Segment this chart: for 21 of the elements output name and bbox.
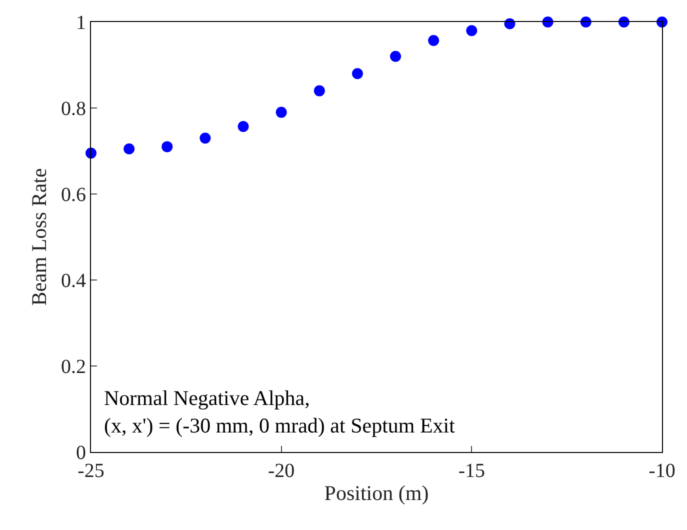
y-tick-label: 1 [76, 12, 86, 34]
x-tick-label: -10 [648, 460, 676, 482]
point [162, 141, 173, 152]
point [200, 132, 211, 144]
point [428, 34, 440, 46]
point [124, 143, 135, 154]
x-axis-title: Position (m) [324, 481, 429, 506]
point [314, 85, 325, 96]
y-axis-title: Beam Loss Rate [27, 168, 52, 306]
point [276, 106, 287, 118]
x-tick-label: -20 [268, 460, 295, 482]
x-tick-label: -15 [458, 460, 486, 482]
point [466, 25, 478, 36]
point [238, 120, 249, 132]
point [390, 50, 402, 62]
y-tick-label: 0.8 [61, 98, 86, 120]
y-tick-label: 0.6 [61, 184, 86, 206]
y-tick-label: 0.2 [61, 356, 86, 378]
y-tick-label: 0.4 [61, 270, 86, 292]
point [352, 68, 363, 80]
annotation: Normal Negative Alpha, (x, x') = (-30 mm, 0 mrad) at Septum Exit [104, 386, 456, 438]
